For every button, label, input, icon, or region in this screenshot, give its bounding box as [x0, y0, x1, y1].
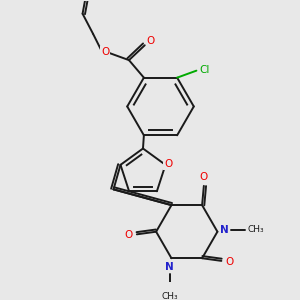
Text: O: O	[125, 230, 133, 240]
Text: O: O	[225, 257, 233, 267]
Text: O: O	[200, 172, 208, 182]
Text: CH₃: CH₃	[248, 225, 264, 234]
Text: N: N	[165, 262, 174, 272]
Text: O: O	[147, 36, 155, 46]
Text: Cl: Cl	[199, 65, 209, 75]
Text: CH₃: CH₃	[161, 292, 178, 300]
Text: O: O	[101, 47, 110, 57]
Text: N: N	[220, 225, 229, 235]
Text: O: O	[164, 159, 172, 169]
